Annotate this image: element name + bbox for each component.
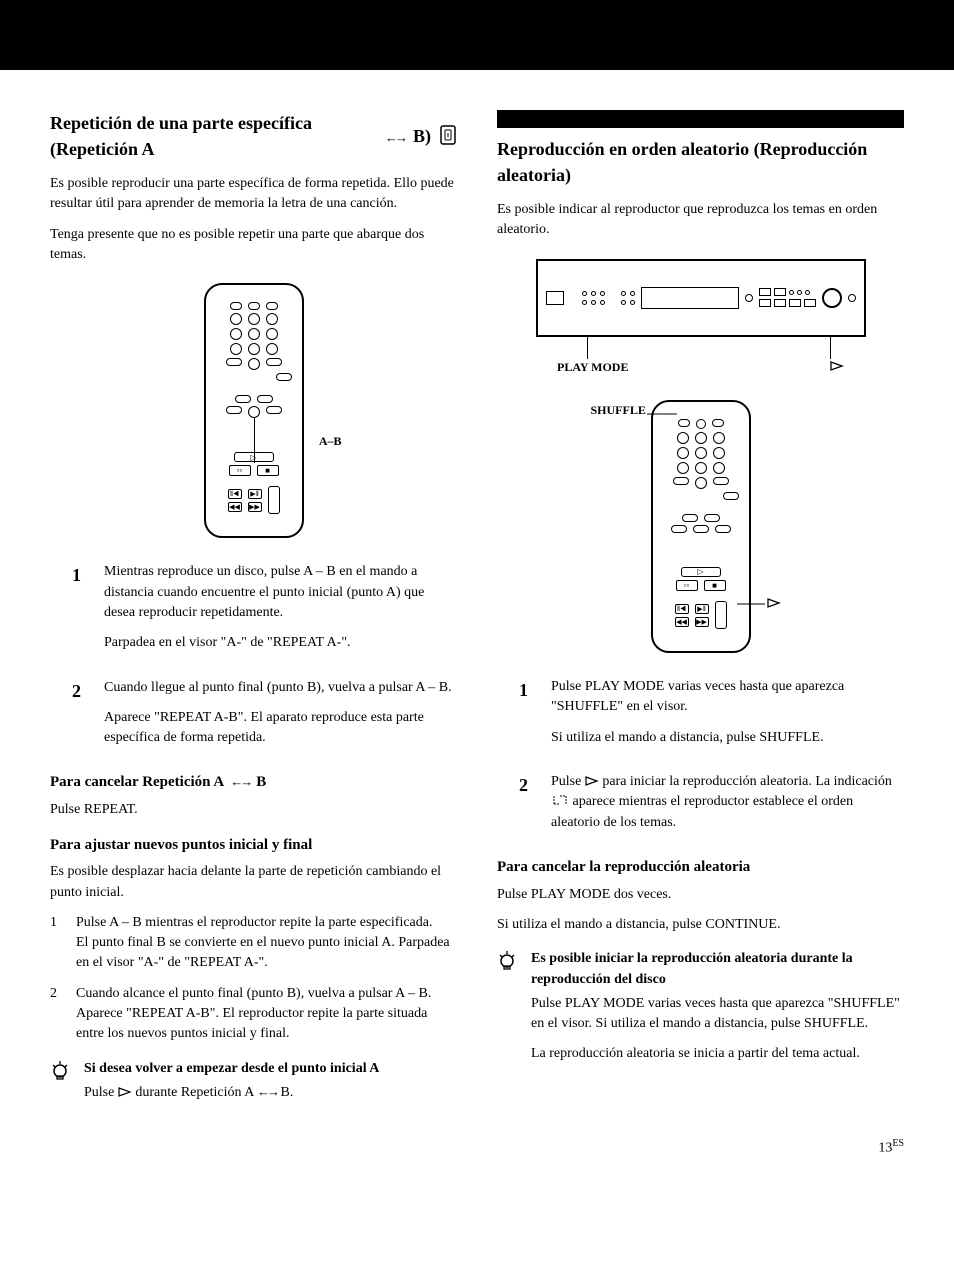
title-text-pre: Repetición de una parte específica (Repe…: [50, 110, 377, 162]
remote-outline: ▷ ▫▫■ ⦀◀▶⦀ ◀◀▶▶: [651, 400, 751, 653]
remote-callout-ab: A–B: [319, 433, 342, 450]
left-intro-2: Tenga presente que no es posible repetir…: [50, 225, 457, 266]
text: aparece mientras el reproductor establec…: [551, 794, 853, 829]
left-intro-1: Es posible reproducir una parte específi…: [50, 174, 457, 215]
item-text: Aparece "REPEAT A-B". El reproductor rep…: [76, 1004, 457, 1045]
right-step-1: 1 Pulse PLAY MODE varias veces hasta que…: [519, 677, 904, 758]
player-outline: [536, 259, 866, 337]
step-text: Cuando llegue al punto final (punto B), …: [104, 678, 457, 698]
step-text: Si utiliza el mando a distancia, pulse S…: [551, 728, 904, 748]
right-cancel-1: Pulse PLAY MODE dos veces.: [497, 885, 904, 905]
tip-bulb-icon: [497, 949, 517, 975]
right-intro: Es posible indicar al reproductor que re…: [497, 200, 904, 241]
right-cancel-2: Si utiliza el mando a distancia, pulse C…: [497, 915, 904, 935]
right-cancel-heading: Para cancelar la reproducción aleatoria: [497, 857, 904, 879]
left-newpoints-list: 1 Pulse A – B mientras el reproductor re…: [50, 913, 457, 1045]
ab-arrow-icon: [257, 1085, 277, 1100]
step-text: Mientras reproduce un disco, pulse A – B…: [104, 562, 457, 623]
shuffle-progress-icon: [551, 794, 569, 809]
tip-text: Pulse PLAY MODE varias veces hasta que a…: [531, 994, 904, 1035]
step-text: Pulse PLAY MODE varias veces hasta que a…: [551, 677, 904, 718]
ab-arrow-icon: [230, 772, 250, 794]
top-black-bar: [0, 0, 954, 70]
step-text: Pulse para iniciar la reproducción aleat…: [551, 772, 904, 833]
remote-outline: ▷ ▫▫■ ⦀◀▶⦀ ◀◀▶▶: [204, 283, 304, 538]
right-section-title: Reproducción en orden aleatorio (Reprodu…: [497, 136, 904, 188]
play-icon: [118, 1083, 132, 1103]
callout-play-icon: [830, 359, 844, 376]
left-steps: 1 Mientras reproduce un disco, pulse A –…: [72, 562, 457, 758]
tip-text: La reproducción aleatoria se inicia a pa…: [531, 1044, 904, 1064]
step-text: Parpadea en el visor "A-" de "REPEAT A-"…: [104, 633, 457, 653]
text: Pulse: [84, 1085, 118, 1100]
remote-callout-play-icon: [767, 596, 781, 613]
list-item: 2 Cuando alcance el punto final (punto B…: [50, 984, 457, 1045]
left-cancel-body: Pulse REPEAT.: [50, 800, 457, 820]
play-icon: [585, 772, 599, 792]
page-suffix: ES: [892, 1138, 904, 1149]
step-number: 1: [519, 677, 537, 758]
tip-title: Si desea volver a empezar desde el punto…: [84, 1059, 457, 1079]
item-text: Cuando alcance el punto final (punto B),…: [76, 984, 457, 1004]
right-step-2: 2 Pulse para iniciar la reproducción ale…: [519, 772, 904, 843]
remote-only-icon: [439, 123, 457, 149]
list-item: 1 Pulse A – B mientras el reproductor re…: [50, 913, 457, 974]
tip-text: Pulse durante Repetición A B.: [84, 1083, 457, 1103]
item-number: 1: [50, 913, 64, 974]
section-rule: [497, 110, 904, 128]
right-steps: 1 Pulse PLAY MODE varias veces hasta que…: [519, 677, 904, 843]
player-callouts: PLAY MODE: [497, 337, 904, 376]
left-column: Repetición de una parte específica (Repe…: [50, 110, 457, 1103]
heading-text: Para cancelar Repetición A: [50, 772, 224, 794]
step-number: 1: [72, 562, 90, 663]
left-newpoints-heading: Para ajustar nuevos puntos inicial y fin…: [50, 835, 457, 857]
item-number: 2: [50, 984, 64, 1045]
title-text-post: B): [413, 123, 431, 149]
text: para iniciar la reproducción aleatoria. …: [602, 774, 892, 789]
text: Pulse: [551, 774, 585, 789]
item-text: El punto final B se convierte en el nuev…: [76, 933, 457, 974]
text: durante Repetición A: [135, 1085, 253, 1100]
left-newpoints-intro: Es posible desplazar hacia delante la pa…: [50, 862, 457, 903]
tip-title: Es posible iniciar la reproducción aleat…: [531, 949, 904, 990]
right-tip: Es posible iniciar la reproducción aleat…: [497, 949, 904, 1074]
remote-figure-right: ▷ ▫▫■ ⦀◀▶⦀ ◀◀▶▶ SHUFFLE: [497, 400, 904, 653]
step-text: Aparece "REPEAT A-B". El aparato reprodu…: [104, 708, 457, 749]
left-step-1: 1 Mientras reproduce un disco, pulse A –…: [72, 562, 457, 663]
player-figure: PLAY MODE: [497, 259, 904, 376]
callout-playmode: PLAY MODE: [557, 359, 628, 376]
ab-arrow-icon: [385, 123, 405, 149]
left-tip: Si desea volver a empezar desde el punto…: [50, 1059, 457, 1104]
text: B.: [281, 1085, 294, 1100]
left-cancel-heading: Para cancelar Repetición A B: [50, 772, 457, 794]
page-footer: 13ES: [0, 1133, 954, 1179]
remote-figure-left: ▷ ▫▫■ ⦀◀▶⦀ ◀◀▶▶ A–B: [50, 283, 457, 538]
tip-bulb-icon: [50, 1059, 70, 1085]
heading-text: B: [256, 772, 266, 794]
remote-callout-shuffle: SHUFFLE: [591, 402, 646, 419]
page-body: Repetición de una parte específica (Repe…: [0, 70, 954, 1133]
left-section-title: Repetición de una parte específica (Repe…: [50, 110, 457, 162]
page-number: 13: [878, 1141, 892, 1156]
item-text: Pulse A – B mientras el reproductor repi…: [76, 913, 457, 933]
left-step-2: 2 Cuando llegue al punto final (punto B)…: [72, 678, 457, 759]
step-number: 2: [519, 772, 537, 843]
step-number: 2: [72, 678, 90, 759]
right-column: Reproducción en orden aleatorio (Reprodu…: [497, 110, 904, 1103]
